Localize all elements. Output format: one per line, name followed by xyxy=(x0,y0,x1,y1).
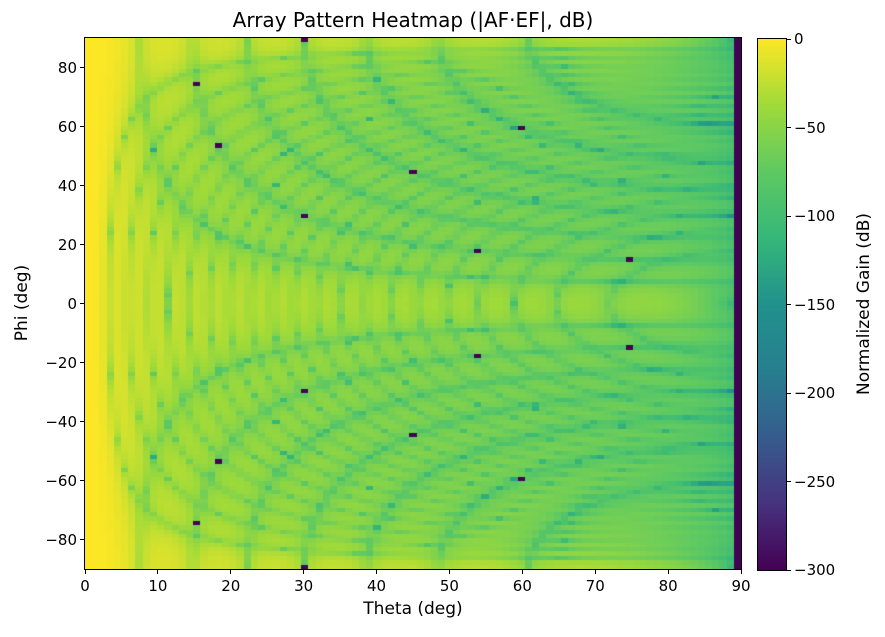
colorbar-tick-mark xyxy=(787,38,791,40)
x-tick-label: 20 xyxy=(221,577,241,595)
heatmap-canvas xyxy=(85,38,741,569)
y-tick-mark xyxy=(80,185,84,186)
colorbar-label: Normalized Gain (dB) xyxy=(854,212,874,396)
x-tick-mark xyxy=(667,570,669,574)
x-tick-mark xyxy=(230,570,232,574)
y-tick-label: −80 xyxy=(45,530,77,549)
y-tick-label: 80 xyxy=(57,58,77,77)
x-tick-label: 80 xyxy=(658,577,678,595)
x-tick-mark xyxy=(376,570,378,574)
chart-title: Array Pattern Heatmap (|AF·EF|, dB) xyxy=(232,8,594,32)
colorbar-tick-label: −100 xyxy=(794,207,836,225)
colorbar-tick-mark xyxy=(787,481,791,482)
x-tick-mark xyxy=(303,570,305,574)
y-tick-label: −20 xyxy=(45,353,77,372)
x-tick-label: 70 xyxy=(585,577,605,595)
y-tick-label: 20 xyxy=(57,235,77,254)
colorbar-tick-mark xyxy=(787,215,791,217)
plot-border xyxy=(84,37,742,570)
colorbar-tick-label: −150 xyxy=(794,295,836,314)
y-tick-label: 0 xyxy=(67,294,77,313)
y-tick-mark xyxy=(80,244,84,245)
y-tick-mark xyxy=(80,126,84,127)
x-tick-label: 90 xyxy=(731,577,751,595)
y-tick-mark xyxy=(80,480,84,481)
x-tick-mark xyxy=(521,570,523,574)
y-tick-mark xyxy=(80,362,84,363)
colorbar-tick-label: 0 xyxy=(794,30,804,48)
colorbar-tick-label: −250 xyxy=(794,472,836,491)
x-tick-mark xyxy=(157,570,159,574)
x-tick-label: 40 xyxy=(367,577,387,595)
x-tick-mark xyxy=(740,570,742,574)
colorbar-tick-mark xyxy=(787,569,791,571)
colorbar-tick-label: −200 xyxy=(794,384,836,402)
y-tick-label: −40 xyxy=(45,412,77,431)
colorbar xyxy=(757,38,787,571)
y-tick-mark xyxy=(80,421,84,422)
colorbar-tick-mark xyxy=(787,127,791,128)
x-tick-label: 50 xyxy=(439,577,459,595)
colorbar-tick-mark xyxy=(787,304,791,305)
x-axis-label: Theta (deg) xyxy=(363,599,463,619)
colorbar-tick-label: −300 xyxy=(794,561,836,579)
x-tick-mark xyxy=(594,570,596,574)
y-tick-mark xyxy=(80,303,84,304)
x-tick-label: 60 xyxy=(512,577,532,595)
y-tick-label: 60 xyxy=(57,117,77,136)
colorbar-tick-label: −50 xyxy=(794,118,826,137)
x-tick-label: 0 xyxy=(80,577,90,595)
x-tick-mark xyxy=(84,570,86,574)
y-axis-label: Phi (deg) xyxy=(12,264,32,342)
y-tick-mark xyxy=(80,539,84,540)
y-tick-label: −60 xyxy=(45,471,77,490)
x-tick-label: 10 xyxy=(148,577,168,595)
y-tick-label: 40 xyxy=(57,176,77,195)
y-tick-mark xyxy=(80,67,84,68)
x-tick-mark xyxy=(448,570,450,574)
x-tick-label: 30 xyxy=(294,577,314,595)
colorbar-tick-mark xyxy=(787,392,791,394)
